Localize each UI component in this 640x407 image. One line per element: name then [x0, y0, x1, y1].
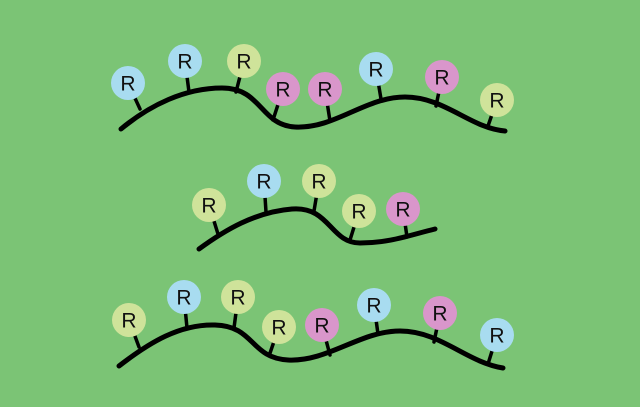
r-group-label: R [366, 295, 381, 318]
side-chain-bond [212, 219, 220, 236]
r-group-label: R [368, 59, 383, 82]
r-group-circle [425, 60, 459, 94]
r-group-circle [357, 288, 391, 322]
r-group-label: R [120, 73, 135, 96]
side-chain-bond [232, 312, 238, 330]
r-group-circle [308, 72, 342, 106]
chain-backbone [196, 206, 438, 252]
r-group-label: R [317, 79, 332, 102]
r-group-circle [262, 310, 296, 344]
r-group-circle [480, 83, 514, 117]
r-group-label: R [256, 171, 271, 194]
r-group-circle [192, 188, 226, 222]
side-chain-bond [133, 334, 141, 349]
r-group-label: R [314, 315, 329, 338]
r-group-label: R [176, 287, 191, 310]
r-group-blue: R [480, 318, 514, 352]
side-chain-bond [486, 114, 494, 128]
r-group-blue: R [168, 44, 202, 78]
r-group-label: R [236, 51, 251, 74]
r-group-yellow-green: R [262, 310, 296, 344]
r-group-pink: R [423, 296, 457, 330]
r-group-yellow-green: R [192, 188, 226, 222]
r-group-circle [423, 296, 457, 330]
r-group-label: R [395, 199, 410, 222]
side-chain-bond [377, 84, 383, 101]
r-group-circle [386, 192, 420, 226]
r-group-blue: R [111, 66, 145, 100]
r-group-label: R [275, 79, 290, 102]
r-group-circle [302, 164, 336, 198]
r-group-blue: R [359, 52, 393, 86]
r-group-pink: R [266, 72, 300, 106]
r-group-label: R [351, 201, 366, 224]
r-group-yellow-green: R [112, 303, 146, 337]
r-group-yellow-green: R [221, 280, 255, 314]
r-group-circle [112, 303, 146, 337]
polymer-chain-1: R R R R R R R R [111, 44, 514, 134]
r-group-blue: R [167, 280, 201, 314]
r-group-circle [227, 44, 261, 78]
r-group-circle [221, 280, 255, 314]
r-group-label: R [230, 287, 245, 310]
side-chain-bond [185, 76, 191, 94]
r-group-blue: R [247, 164, 281, 198]
r-group-circle [266, 72, 300, 106]
r-group-blue: R [357, 288, 391, 322]
r-group-circle [342, 194, 376, 228]
side-chain-bond [133, 96, 142, 111]
r-group-label: R [432, 303, 447, 326]
r-group-yellow-green: R [302, 164, 336, 198]
r-group-pink: R [425, 60, 459, 94]
r-group-label: R [489, 325, 504, 348]
r-group-label: R [489, 90, 504, 113]
r-group-circle [247, 164, 281, 198]
side-chain-bond [312, 196, 318, 213]
side-chain-bond [183, 312, 189, 330]
r-group-label: R [201, 195, 216, 218]
r-group-pink: R [305, 308, 339, 342]
r-group-yellow-green: R [480, 83, 514, 117]
r-group-circle [305, 308, 339, 342]
r-group-label: R [311, 171, 326, 194]
r-group-circle [111, 66, 145, 100]
side-chain-bond [348, 225, 356, 242]
side-chain-bond [263, 196, 268, 214]
chain-backbone [118, 85, 508, 134]
r-group-label: R [177, 51, 192, 74]
polymer-chain-3: R R R R R R R R [112, 280, 514, 371]
r-group-circle [359, 52, 393, 86]
r-group-circle [480, 318, 514, 352]
r-group-label: R [434, 67, 449, 90]
r-group-circle [167, 280, 201, 314]
r-group-pink: R [308, 72, 342, 106]
chain-backbone [116, 322, 506, 371]
r-group-yellow-green: R [227, 44, 261, 78]
r-group-label: R [121, 310, 136, 333]
r-group-yellow-green: R [342, 194, 376, 228]
r-group-label: R [271, 317, 286, 340]
r-group-circle [168, 44, 202, 78]
polymer-chain-2: R R R R R [192, 164, 438, 252]
r-group-pink: R [386, 192, 420, 226]
